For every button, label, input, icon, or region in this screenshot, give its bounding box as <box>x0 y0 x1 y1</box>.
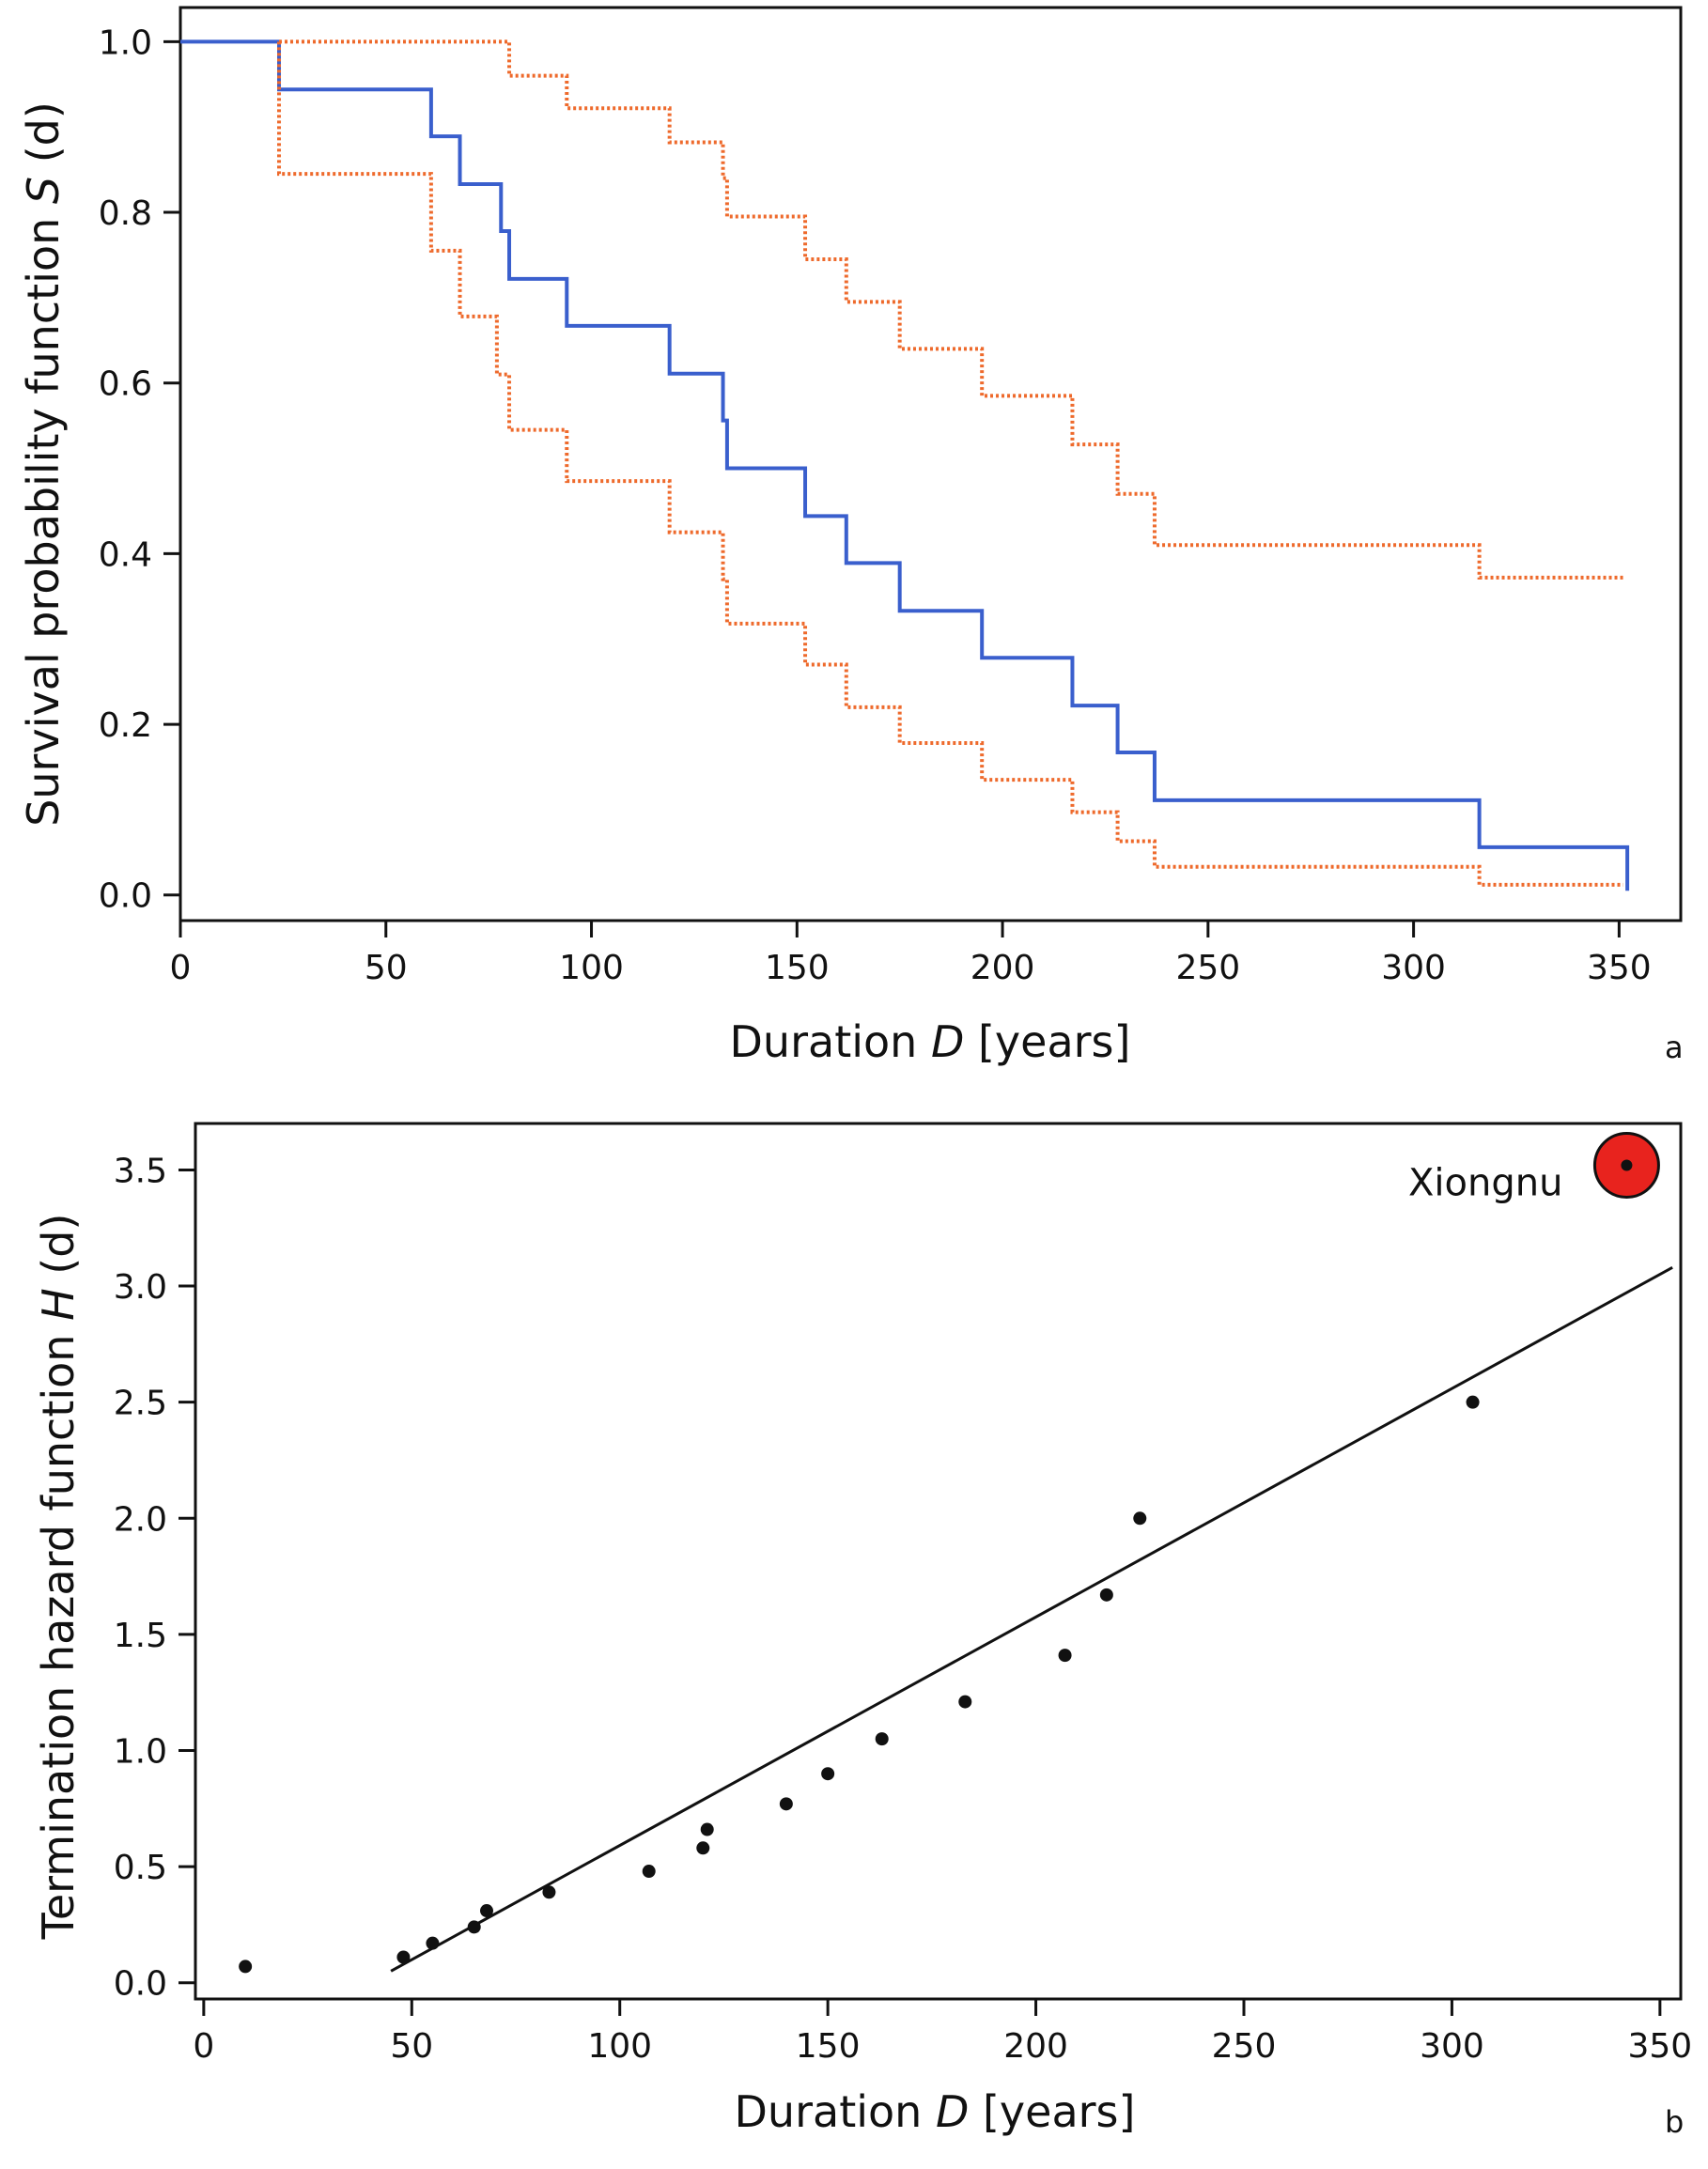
survival-x-tick-label: 150 <box>765 949 830 987</box>
hazard-y-tick-label: 2.5 <box>114 1385 167 1423</box>
survival-estimate-line <box>180 39 1630 891</box>
hazard-x-tick-label: 0 <box>193 2027 214 2066</box>
hazard-y-tick-label: 0.0 <box>114 1965 167 2004</box>
survival-x-axis-label: Duration D [years] <box>730 1016 1131 1067</box>
hazard-data-point <box>700 1822 714 1836</box>
hazard-data-point <box>1466 1395 1480 1409</box>
hazard-x-ticks: 0 50 100 150 200 250 300 350 <box>193 1999 1692 2066</box>
hazard-x-tick-label: 350 <box>1627 2027 1692 2066</box>
survival-x-tick-label: 250 <box>1175 949 1240 987</box>
hazard-x-tick-label: 300 <box>1420 2027 1484 2066</box>
hazard-data-point <box>467 1920 481 1934</box>
hazard-data-point <box>426 1936 440 1950</box>
hazard-y-tick-label: 1.0 <box>114 1732 167 1771</box>
survival-x-tick-label: 100 <box>559 949 624 987</box>
hazard-y-tick-label: 2.0 <box>114 1500 167 1539</box>
hazard-x-tick-label: 100 <box>587 2027 652 2066</box>
survival-panel-letter: a <box>1665 1030 1684 1065</box>
survival-chart: 0 50 100 150 200 250 300 350 0.0 0.2 0.4 0.6 0.8 1.0… <box>18 6 1684 1067</box>
survival-series-group <box>180 39 1630 891</box>
hazard-data-point <box>1099 1588 1113 1602</box>
hazard-y-tick-label: 3.5 <box>114 1152 167 1190</box>
survival-y-tick-label: 0.4 <box>99 535 152 574</box>
hazard-x-tick-label: 250 <box>1212 2027 1277 2066</box>
hazard-data-point <box>642 1865 656 1879</box>
survival-y-axis-label: Survival probability function S (d) <box>18 101 69 827</box>
hazard-y-tick-label: 0.5 <box>114 1849 167 1887</box>
xiongnu-marker: Xiongnu <box>1408 1131 1660 1204</box>
hazard-data-point <box>1133 1511 1147 1526</box>
survival-plot-frame <box>179 6 1683 922</box>
hazard-y-tick-label: 3.0 <box>114 1268 167 1307</box>
hazard-points-group <box>239 1395 1480 1974</box>
xiongnu-point <box>1621 1159 1633 1171</box>
survival-x-tick-label: 200 <box>970 949 1035 987</box>
hazard-x-axis-label: Duration D [years] <box>735 2086 1136 2137</box>
survival-y-tick-label: 0.6 <box>99 365 152 404</box>
survival-x-tick-label: 350 <box>1587 949 1652 987</box>
hazard-data-point <box>1058 1649 1072 1663</box>
xiongnu-label: Xiongnu <box>1408 1161 1562 1204</box>
hazard-y-tick-label: 1.5 <box>114 1617 167 1655</box>
hazard-data-point <box>480 1904 493 1918</box>
hazard-data-point <box>696 1841 710 1855</box>
hazard-plot-frame <box>194 1122 1683 2001</box>
hazard-x-tick-label: 200 <box>1003 2027 1068 2066</box>
survival-y-tick-label: 1.0 <box>99 23 152 62</box>
hazard-panel-letter: b <box>1665 2104 1684 2140</box>
confidence-bound-line-1 <box>279 39 1623 580</box>
hazard-data-point <box>958 1695 972 1709</box>
hazard-x-tick-label: 50 <box>390 2027 433 2066</box>
hazard-x-tick-label: 150 <box>796 2027 861 2066</box>
hazard-fit-line <box>390 1265 1673 1973</box>
survival-x-tick-label: 0 <box>170 949 192 987</box>
hazard-data-point <box>239 1960 253 1974</box>
survival-x-tick-label: 50 <box>365 949 408 987</box>
hazard-data-point <box>779 1797 793 1811</box>
hazard-y-axis-label: Termination hazard function H (d) <box>33 1214 84 1941</box>
survival-x-tick-label: 300 <box>1381 949 1446 987</box>
hazard-y-ticks: 0.0 0.5 1.0 1.5 2.0 2.5 3.0 3.5 <box>114 1152 195 2004</box>
hazard-chart: Xiongnu 0 50 100 150 200 250 300 350 0.0 0.5 1.0 1… <box>33 1122 1692 2140</box>
confidence-bound-line-2 <box>277 41 1623 887</box>
hazard-data-point <box>396 1950 411 1964</box>
survival-x-ticks: 0 50 100 150 200 250 300 350 <box>170 921 1652 987</box>
survival-y-tick-label: 0.0 <box>99 877 152 916</box>
survival-y-tick-label: 0.8 <box>99 194 152 233</box>
hazard-data-point <box>821 1767 835 1781</box>
hazard-data-point <box>542 1885 556 1899</box>
hazard-data-point <box>875 1732 889 1746</box>
survival-y-tick-label: 0.2 <box>99 706 152 745</box>
survival-y-ticks: 0.0 0.2 0.4 0.6 0.8 1.0 <box>99 23 180 916</box>
